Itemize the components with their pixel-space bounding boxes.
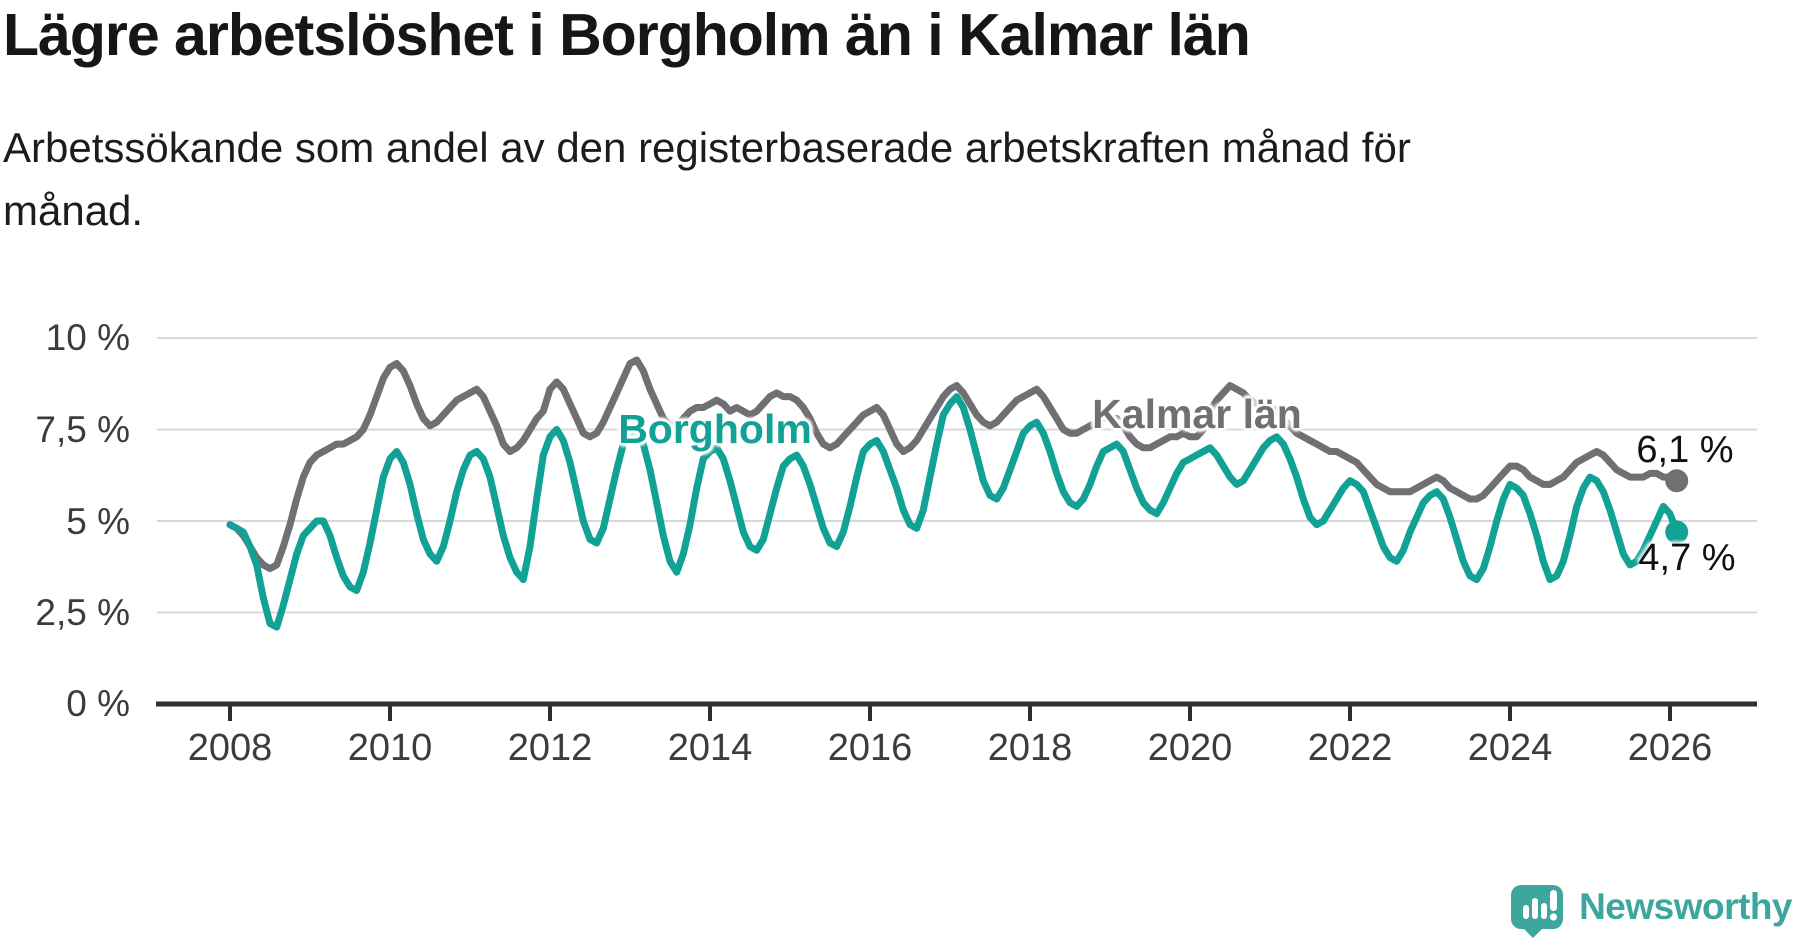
y-tick-label-5: 5 %	[66, 501, 130, 542]
x-tick-label-2014: 2014	[667, 727, 753, 769]
x-tick-label-2018: 2018	[987, 727, 1073, 769]
x-tick-label-2024: 2024	[1467, 727, 1553, 769]
x-tick-label-2010: 2010	[347, 727, 433, 769]
end-dot-borgholm	[1665, 520, 1689, 544]
x-tick-label-2016: 2016	[827, 727, 913, 769]
newsworthy-branding: Newsworthy	[1509, 876, 1792, 938]
x-tick-label-2012: 2012	[507, 727, 593, 769]
chart-subtitle: Arbetssökande som andel av den registerb…	[3, 124, 1411, 234]
newsworthy-logo-icon	[1511, 885, 1564, 938]
x-tick-label-2026: 2026	[1627, 727, 1713, 769]
x-tick-label-2022: 2022	[1307, 727, 1393, 769]
end-dot-kalmar-lan	[1665, 469, 1689, 493]
newsworthy-logo-text: Newsworthy	[1579, 886, 1792, 927]
chart-title: Lägre arbetslöshet i Borgholm än i Kalma…	[3, 2, 1251, 68]
y-tick-label-2-5: 2,5 %	[35, 592, 130, 633]
series-label-borgholm: Borgholm	[618, 406, 812, 452]
x-tick-label-2020: 2020	[1147, 727, 1233, 769]
y-tick-label-0: 0 %	[66, 683, 130, 724]
x-tick-label-2008: 2008	[187, 727, 273, 769]
series-label-kalmar-lan: Kalmar län	[1092, 391, 1302, 437]
y-tick-label-7-5: 7,5 %	[35, 409, 130, 450]
end-value-label-borgholm: 4,7 %	[1638, 537, 1736, 579]
y-tick-label-10: 10 %	[45, 317, 130, 358]
line-borgholm	[226, 393, 1681, 631]
end-value-label-kalmar: 6,1 %	[1636, 429, 1734, 471]
line-kalmar-lan	[226, 356, 1681, 573]
